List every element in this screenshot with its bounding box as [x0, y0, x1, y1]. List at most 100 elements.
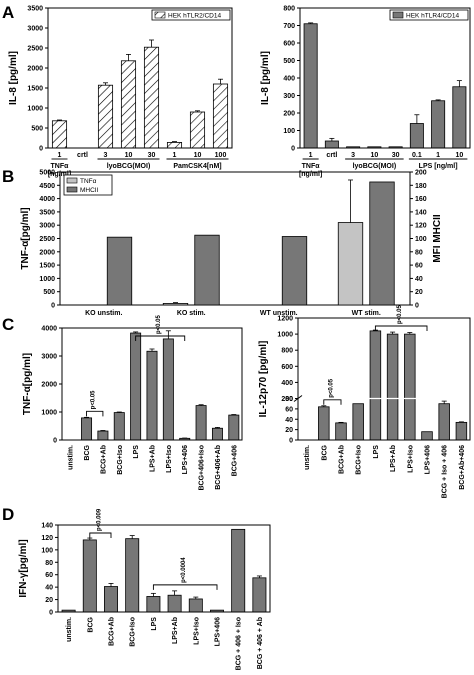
y-tick-label: 100 — [283, 128, 295, 135]
bar-mhcii — [106, 236, 133, 306]
bar — [188, 598, 203, 613]
bar — [352, 403, 364, 441]
x-tick-label: LPS — [133, 445, 140, 459]
y-tick-label: 20 — [415, 289, 423, 296]
y-tick-label: 0 — [291, 146, 295, 153]
y-axis-label: IL-12p70 [pg/ml] — [258, 341, 269, 418]
bar — [97, 430, 109, 441]
bar-tnf — [162, 303, 189, 306]
bar-mhcii — [369, 181, 395, 306]
significance-bracket — [135, 335, 186, 341]
x-tick-label: 1 — [309, 152, 313, 159]
x-tick-label: unstim. — [304, 445, 311, 470]
x-tick-label: 100 — [215, 152, 227, 159]
x-tick-label: LPS+Ab — [390, 445, 397, 472]
y-tick-label: 0 — [289, 438, 293, 445]
y-tick-label: 80 — [415, 249, 423, 256]
bar — [120, 60, 137, 149]
bar-tnf — [337, 222, 364, 306]
x-tick-label: BCG+Ab+406 — [459, 445, 466, 490]
x-tick-label: KO stim. — [177, 310, 206, 317]
x-tick-label: BCG+Iso — [130, 617, 137, 647]
bar — [438, 403, 450, 441]
x-tick-label: LPS+Iso — [193, 617, 200, 645]
bar — [335, 422, 347, 441]
y-tick-label: 100 — [41, 547, 53, 554]
x-tick-label: WT stim. — [352, 310, 381, 317]
bar — [231, 528, 246, 613]
x-tick-label: BCG — [87, 616, 94, 632]
bar — [195, 405, 207, 441]
y-tick-label: 60 — [285, 406, 293, 413]
bar — [81, 417, 93, 441]
significance-label: p<0.009 — [96, 508, 102, 531]
x-tick-label: LPS — [151, 617, 158, 631]
x-tick-label: BCG+406 — [231, 445, 238, 476]
y-tick-label: 40 — [285, 417, 293, 424]
group-label: PamCSK4[nM] — [173, 163, 221, 170]
significance-label: p<0.05 — [91, 390, 97, 410]
bar — [166, 141, 183, 149]
bar — [212, 83, 229, 149]
bar — [51, 120, 68, 149]
bar — [104, 586, 118, 613]
chart-panel-a-tlr2: 0 500 1000 1500 2000 2500 3000 3500 IL-8 [pg/ml]… — [8, 6, 233, 178]
x-tick-label: WT unstim. — [260, 310, 298, 317]
y-tick-label: 20 — [285, 427, 293, 434]
y-tick-label: 800 — [283, 6, 295, 13]
y-tick-label: 2000 — [27, 66, 43, 73]
significance-label: p<0.05 — [156, 314, 162, 334]
y-tick-label: 500 — [283, 58, 295, 65]
x-tick-label: 10 — [370, 152, 378, 159]
bar — [386, 333, 399, 441]
y-tick-label: 0 — [415, 303, 419, 310]
bar — [146, 596, 161, 613]
y-tick-label: 500 — [31, 126, 43, 133]
bar — [318, 406, 330, 441]
bar — [113, 412, 125, 441]
y-tick-label: 300 — [283, 93, 295, 100]
legend-box — [151, 9, 231, 21]
chart-panel-a-tlr4: 0 100 200 300 400 500 600 700 800 IL-8 [pg/ml] 1 cr… — [260, 6, 471, 178]
legend-label: TNFα — [80, 178, 97, 185]
y2-axis-label: MFI MHCII — [432, 214, 443, 263]
y-tick-label: 1000 — [39, 276, 55, 283]
legend-swatch — [392, 11, 404, 19]
y-tick-label: 120 — [41, 535, 53, 542]
y-tick-label: 2500 — [27, 46, 43, 53]
y-tick-label: 20 — [45, 597, 53, 604]
x-tick-label: 3 — [351, 152, 355, 159]
chart-panel-d: 0 20 40 60 80 100 120 140 IFN-γ[pg/ml] unstim. BCG… — [18, 508, 271, 670]
bar — [303, 23, 318, 149]
y-tick-label: 1200 — [277, 316, 293, 323]
legend-swatch — [154, 11, 166, 19]
x-tick-label: unstim. — [66, 617, 73, 642]
group-label: lyoBCG(MOI) — [107, 163, 151, 170]
x-tick-label: BCG + 406 + Ab — [257, 617, 264, 669]
y-tick-label: 800 — [281, 348, 293, 355]
y-tick-label: 1000 — [277, 332, 293, 339]
y-tick-label: 4000 — [39, 196, 55, 203]
legend-label: MHCII — [80, 187, 99, 194]
bar — [369, 330, 382, 441]
bar — [252, 577, 267, 613]
x-tick-label: BCG+Ab — [109, 617, 116, 646]
y-tick-label: 500 — [43, 289, 55, 296]
axis-break-mark — [293, 395, 303, 402]
y-tick-label: 600 — [281, 364, 293, 371]
bar — [146, 350, 158, 441]
x-tick-label: LPS+406 — [425, 445, 432, 474]
significance-label: p<0.05 — [397, 304, 403, 324]
y-tick-label: 1000 — [27, 106, 43, 113]
bar — [421, 431, 433, 441]
y-tick-label: 400 — [281, 380, 293, 387]
y-tick-label: 0 — [39, 146, 43, 153]
bar-mhcii — [194, 234, 220, 306]
y-axis-label: IL-8 [pg/ml] — [260, 51, 271, 105]
significance-bracket — [152, 584, 218, 590]
y-tick-label: 4500 — [39, 183, 55, 190]
x-tick-label: BCG+Ab — [339, 445, 346, 474]
significance-label: p<0.0004 — [181, 557, 187, 583]
legend-box — [389, 9, 469, 21]
